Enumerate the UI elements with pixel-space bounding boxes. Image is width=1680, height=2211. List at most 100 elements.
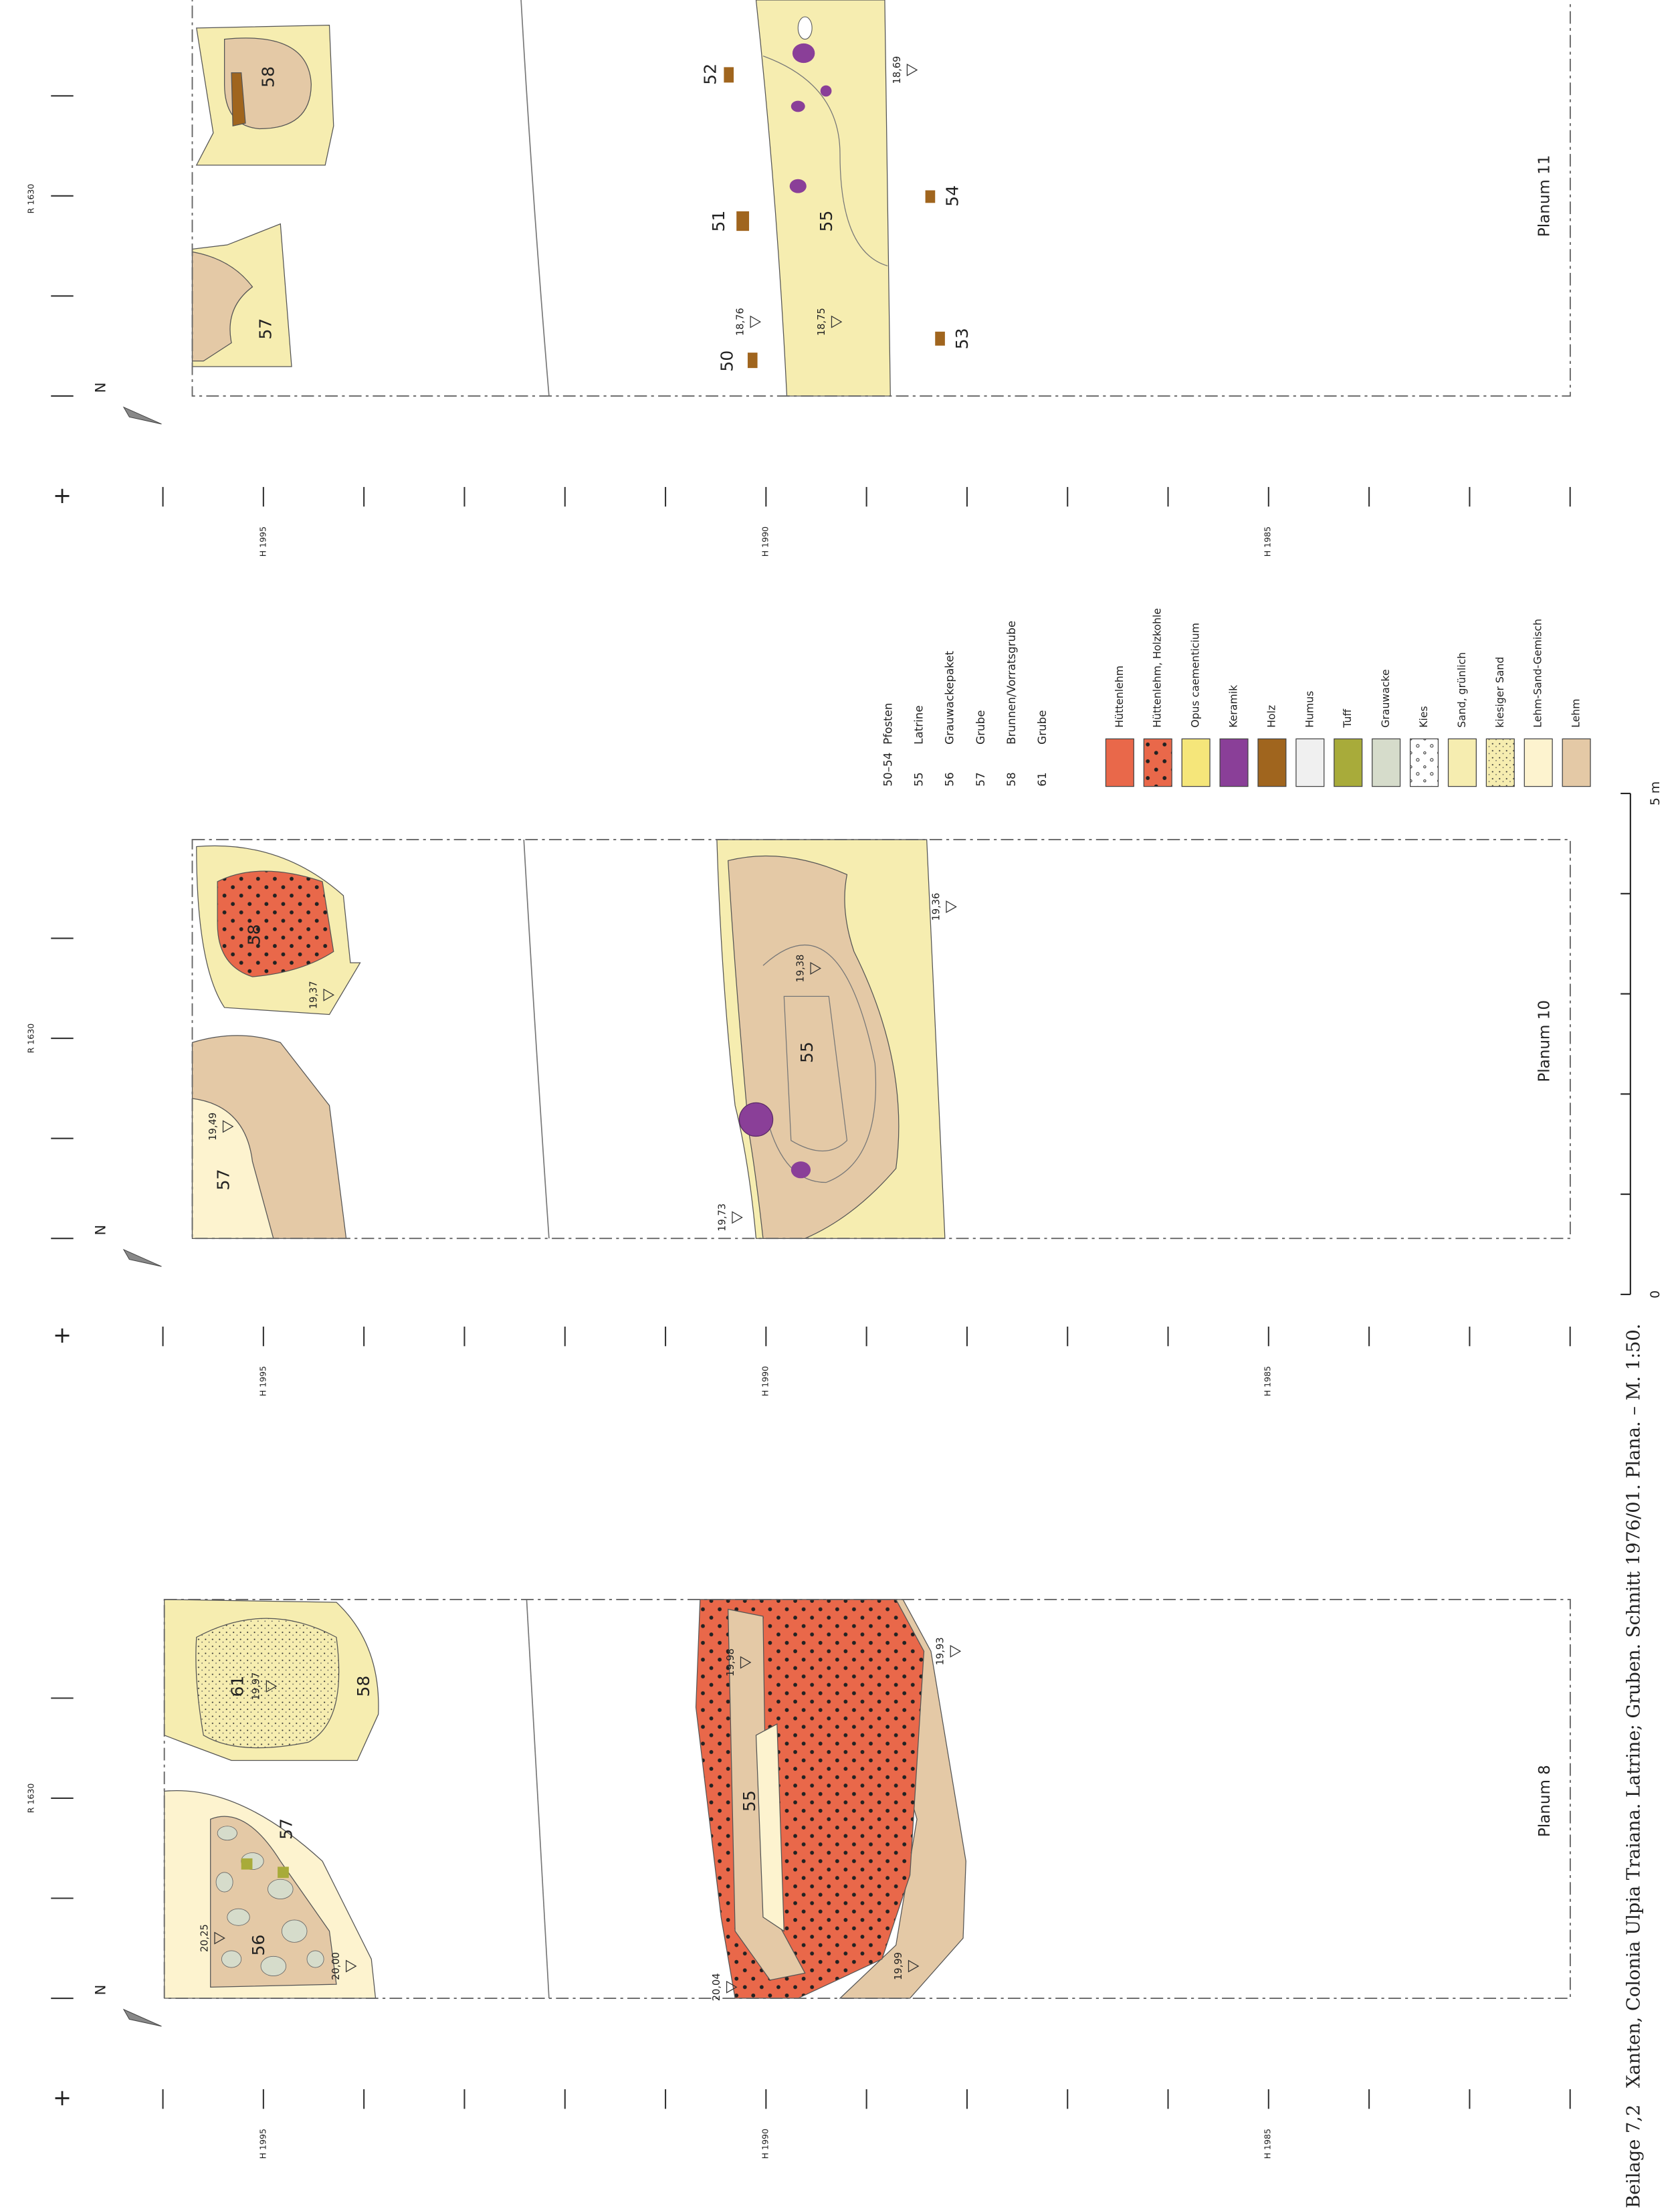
elevation-label: 19,97 <box>251 1672 262 1701</box>
elevation-marker <box>345 1959 357 1973</box>
keramik <box>789 179 807 193</box>
contour <box>762 56 888 267</box>
excavation-border <box>191 839 1571 1240</box>
legend-material-name: Keramik <box>1227 684 1240 728</box>
post <box>935 331 945 346</box>
legend-material-name: Opus caementicium <box>1189 623 1202 728</box>
grid-label: H 1990 <box>760 2129 770 2159</box>
grid-label: H 1990 <box>760 1366 770 1396</box>
planum-11-drawing <box>191 0 945 397</box>
legend-material-name: Kies <box>1417 706 1430 727</box>
boundary-line <box>523 840 550 1239</box>
panel-title: Planum 11 <box>1536 155 1554 237</box>
feature-label: 55 <box>817 211 836 232</box>
legend-material-name: Sand, grünlich <box>1455 652 1468 728</box>
lehm <box>728 1608 806 1981</box>
legend-feature-name: Pfosten <box>881 702 895 744</box>
feature-label: 50 <box>718 351 737 372</box>
lehm <box>728 855 900 1239</box>
elevation-marker <box>908 1959 920 1973</box>
north-label: N <box>93 1225 109 1236</box>
elevation-label: 18,75 <box>816 308 827 336</box>
elevation-marker <box>323 988 335 1001</box>
feature-label: 61 <box>228 1676 247 1697</box>
elevation-marker <box>214 1931 225 1945</box>
elevation-label: 19,93 <box>935 1637 946 1665</box>
white-spot <box>797 16 813 40</box>
elevation-label: 18,76 <box>734 308 746 336</box>
planum-8-drawing <box>164 1599 966 1999</box>
elevation-marker <box>740 1656 752 1669</box>
grid-label: H 1995 <box>258 526 268 557</box>
legend-swatch <box>1219 738 1249 787</box>
planum-10-drawing <box>191 839 946 1239</box>
feature-label: 55 <box>797 1042 817 1063</box>
elevation-label: 19,37 <box>308 981 319 1009</box>
legend-material-name: Hüttenlehm <box>1113 666 1126 728</box>
scale-label: 5 m <box>1649 781 1663 805</box>
post <box>736 211 750 231</box>
legend-swatch <box>1257 738 1287 787</box>
post <box>925 190 936 203</box>
feature-label: 57 <box>255 318 275 340</box>
grid-label: H 1985 <box>1263 2129 1273 2159</box>
grid-label: H 1995 <box>258 1366 268 1396</box>
grid-label: H 1985 <box>1263 526 1273 557</box>
legend-swatch <box>1524 738 1553 787</box>
elevation-marker <box>831 315 843 328</box>
elevation-marker <box>950 1644 962 1658</box>
grid-cross: + <box>53 482 72 508</box>
legend-feature-number: 61 <box>1035 772 1049 786</box>
elevation-label: 19,98 <box>725 1648 736 1676</box>
legend-feature-number: 55 <box>912 772 926 786</box>
elevation-label: 19,36 <box>930 893 942 921</box>
keramik <box>820 85 832 97</box>
legend-material-name: Humus <box>1303 691 1316 728</box>
feature-label: 58 <box>354 1676 373 1697</box>
legend-feature-name: Grube <box>974 710 987 744</box>
scale-label: 0 <box>1649 1290 1663 1299</box>
north-arrow <box>122 2008 162 2027</box>
grid-label: H 1985 <box>1263 1366 1273 1396</box>
legend-swatch <box>1295 738 1325 787</box>
huettenlehm <box>217 870 334 977</box>
panel-title: Planum 8 <box>1536 1765 1554 1837</box>
elevation-label: 20,25 <box>199 1924 210 1952</box>
legend-feature-number: 50–54 <box>881 753 895 787</box>
legend-swatch <box>1562 738 1591 787</box>
keramik <box>738 1102 774 1137</box>
keramik <box>791 100 805 112</box>
feature-label: 58 <box>259 66 278 88</box>
feature-label: 57 <box>214 1169 233 1190</box>
legend-swatch <box>1409 738 1439 787</box>
contour <box>783 995 848 1152</box>
elevation-marker <box>946 900 957 913</box>
legend-material-name: kiesiger Sand <box>1493 657 1506 728</box>
grid-cross: + <box>53 1322 72 1348</box>
elevation-label: 19,38 <box>795 955 806 983</box>
boundary-line <box>526 1599 550 1999</box>
latrine-55 <box>755 0 891 397</box>
tuff <box>241 1858 253 1870</box>
feature-label: 57 <box>277 1818 296 1840</box>
legend-feature-name: Latrine <box>912 705 926 745</box>
legend-material-name: Holz <box>1265 705 1277 728</box>
feature-label: 54 <box>942 185 962 207</box>
legend-swatch <box>1372 738 1401 787</box>
legend-feature-name: Brunnen/Vorratsgrube <box>1005 621 1018 745</box>
legend-swatch <box>1181 738 1211 787</box>
elevation-marker <box>750 315 762 328</box>
legend-feature-name: Grauwackepaket <box>943 650 956 744</box>
elevation-marker <box>732 1211 743 1224</box>
excavation-border <box>191 0 1571 397</box>
elevation-label: 19,73 <box>716 1204 728 1232</box>
post <box>724 67 734 83</box>
grid-label: R 1630 <box>25 184 35 214</box>
legend-material-name: Hüttenlehm, Holzkohle <box>1151 608 1164 728</box>
elevation-label: 18,69 <box>891 56 903 84</box>
grid-label: R 1630 <box>25 1784 35 1814</box>
legend-swatch <box>1143 738 1172 787</box>
north-arrow <box>122 1248 162 1267</box>
legend-swatch <box>1105 738 1134 787</box>
